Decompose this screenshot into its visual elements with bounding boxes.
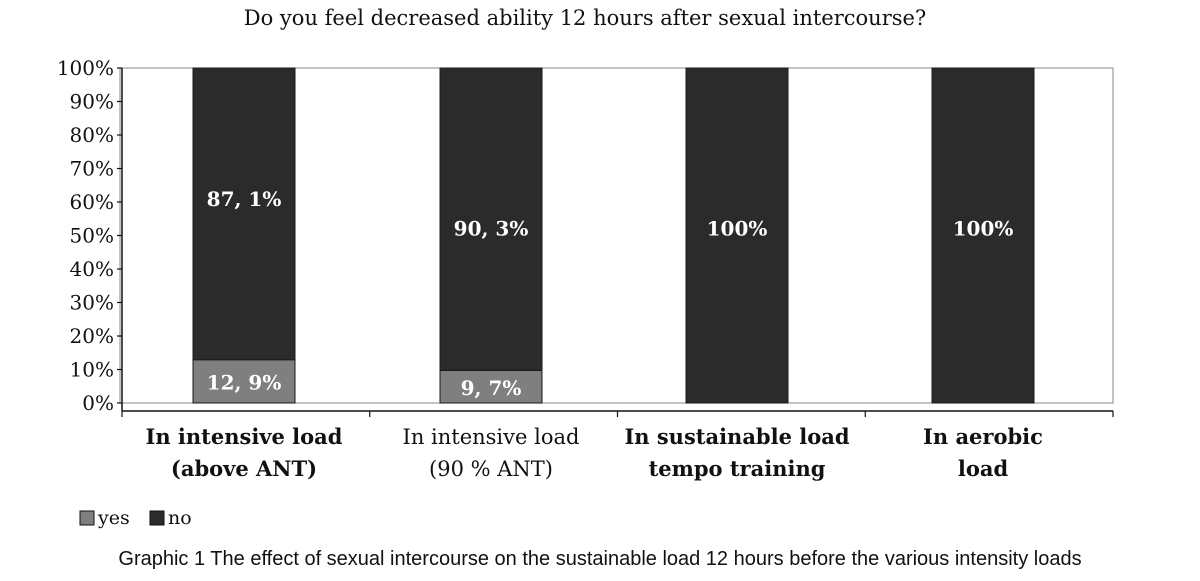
x-category-label: tempo training	[649, 456, 826, 481]
bar-no	[439, 67, 543, 372]
bar-data-label: 100%	[953, 217, 1014, 241]
legend-swatch-no	[149, 510, 165, 526]
chart-title: Do you feel decreased ability 12 hours a…	[244, 6, 926, 30]
y-tick-label: 30%	[70, 291, 114, 315]
x-category-label: In sustainable load	[624, 424, 849, 449]
bar-no	[685, 67, 789, 404]
y-tick-label: 20%	[70, 324, 114, 348]
figure-caption: Graphic 1 The effect of sexual intercour…	[118, 548, 1081, 570]
x-category-label: In intensive load	[403, 425, 580, 449]
y-tick-label: 50%	[70, 224, 114, 248]
y-tick-label: 90%	[70, 90, 114, 114]
legend-label-yes: yes	[97, 507, 130, 529]
y-tick-label: 100%	[57, 56, 114, 80]
bar-data-label: 87, 1%	[207, 187, 282, 211]
bar-no	[931, 67, 1035, 404]
y-tick-label: 60%	[70, 190, 114, 214]
bar-no	[192, 67, 296, 361]
bar-data-label: 90, 3%	[454, 217, 529, 241]
bar-data-label: 12, 9%	[207, 370, 282, 394]
x-category-label: load	[958, 456, 1009, 481]
bar-data-label: 9, 7%	[461, 376, 522, 400]
legend-label-no: no	[168, 507, 192, 529]
x-category-label: (above ANT)	[171, 456, 317, 481]
y-tick-label: 10%	[70, 358, 114, 382]
x-category-label: (90 % ANT)	[429, 457, 553, 481]
legend: yes no	[79, 507, 192, 529]
y-tick-label: 70%	[70, 157, 114, 181]
bar-data-label: 100%	[707, 217, 768, 241]
x-axis: In intensive load (above ANT) In intensive…	[121, 410, 1114, 481]
legend-swatch-yes	[79, 510, 95, 526]
x-category-label: In aerobic	[923, 424, 1043, 449]
y-tick-label: 40%	[70, 257, 114, 281]
y-axis: 0% 10% 20% 30% 40% 50% 60% 70% 80% 90% 100%	[57, 56, 123, 415]
y-tick-label: 0%	[82, 391, 114, 415]
x-category-label: In intensive load	[146, 424, 343, 449]
bar-yes	[192, 359, 296, 404]
y-tick-label: 80%	[70, 123, 114, 147]
bars-group: 12, 9% 87, 1% 9, 7% 90, 3% 100% 100%	[192, 67, 1035, 404]
